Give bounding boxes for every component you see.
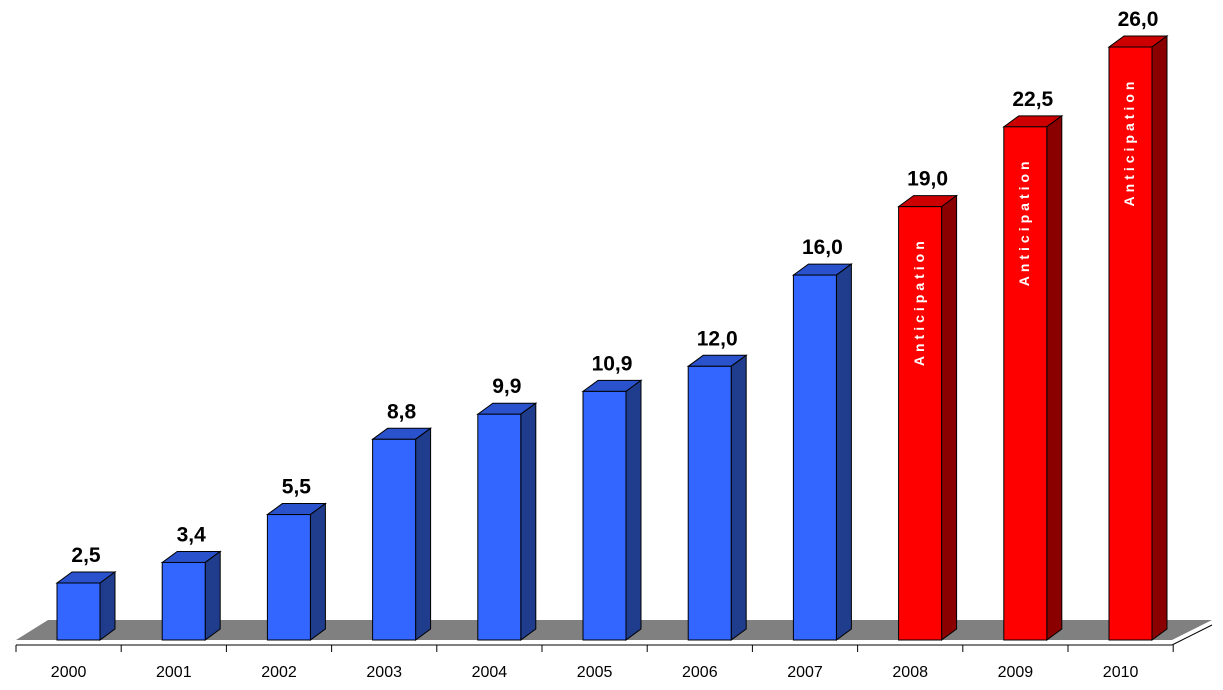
category-label: 2004 (472, 664, 508, 681)
category-label: 2007 (787, 664, 823, 681)
value-label: 2,5 (71, 544, 101, 567)
bar-side-face (520, 402, 537, 641)
bar-annotation-label: Anticipation (1016, 157, 1032, 286)
value-labels-group: 2,5 3,4 5,5 8,8 9,9 10,9 12,0 16,0 19,0 22,5 26,0 (71, 8, 1158, 567)
category-label: 2006 (682, 664, 718, 681)
category-label: 2009 (998, 664, 1034, 681)
bar-side-face (730, 354, 747, 641)
bar-side-face (625, 379, 642, 641)
bar-annotation-label: Anticipation (1121, 78, 1137, 207)
value-label: 8,8 (387, 400, 417, 423)
bar-front-face (161, 561, 206, 641)
bar-front-face (477, 413, 522, 641)
bar-front-face (898, 206, 943, 641)
category-labels-group: 2000 2001 2002 2003 2004 2005 2006 2007 2008 2009… (51, 664, 1139, 681)
category-label: 2002 (261, 664, 297, 681)
x-axis-depth-line (1171, 624, 1213, 646)
bar-2009: Anticipation (1002, 114, 1064, 641)
bar-side-face (415, 427, 432, 641)
value-label: 22,5 (1012, 88, 1053, 111)
bar-2007 (791, 263, 853, 641)
value-label: 16,0 (802, 236, 843, 259)
bar-side-face (941, 194, 958, 641)
category-label: 2005 (577, 664, 613, 681)
value-label: 19,0 (907, 168, 948, 191)
bar-2002 (265, 502, 327, 641)
x-axis (15, 624, 1213, 652)
value-label: 5,5 (282, 476, 312, 499)
bar-front-face (372, 438, 417, 641)
bar-side-face (1151, 35, 1168, 641)
bar-front-face (582, 390, 627, 641)
bar-side-face (309, 502, 326, 641)
bar-annotation-label: Anticipation (911, 237, 927, 366)
bar-2003 (371, 427, 433, 641)
bar-2001 (160, 550, 222, 641)
bar-2006 (686, 354, 748, 641)
bar-2008: Anticipation (897, 194, 959, 641)
bar-front-face (687, 365, 732, 641)
category-label: 2003 (366, 664, 402, 681)
bar-front-face (1003, 126, 1048, 641)
value-label: 3,4 (177, 523, 207, 546)
value-label: 10,9 (592, 352, 633, 375)
category-label: 2008 (892, 664, 928, 681)
bar-2000 (55, 570, 117, 641)
bar-2004 (476, 402, 538, 641)
bar-2010: Anticipation (1107, 35, 1169, 641)
category-label: 2001 (156, 664, 192, 681)
bar-side-face (835, 263, 852, 641)
bar-front-face (56, 582, 101, 641)
value-label: 9,9 (492, 375, 521, 398)
bar-side-face (99, 570, 116, 641)
bars-group: Anticipation Anticipation Anticipation (55, 35, 1169, 641)
bar-front-face (266, 514, 311, 641)
bar-front-face (792, 274, 837, 641)
bar-front-face (1108, 46, 1153, 641)
value-label: 12,0 (697, 327, 738, 350)
value-label: 26,0 (1118, 8, 1159, 31)
category-label: 2000 (51, 664, 87, 681)
bar-2005 (581, 379, 643, 641)
category-label: 2010 (1103, 664, 1139, 681)
bar-side-face (1046, 114, 1063, 641)
bar-side-face (204, 550, 221, 641)
